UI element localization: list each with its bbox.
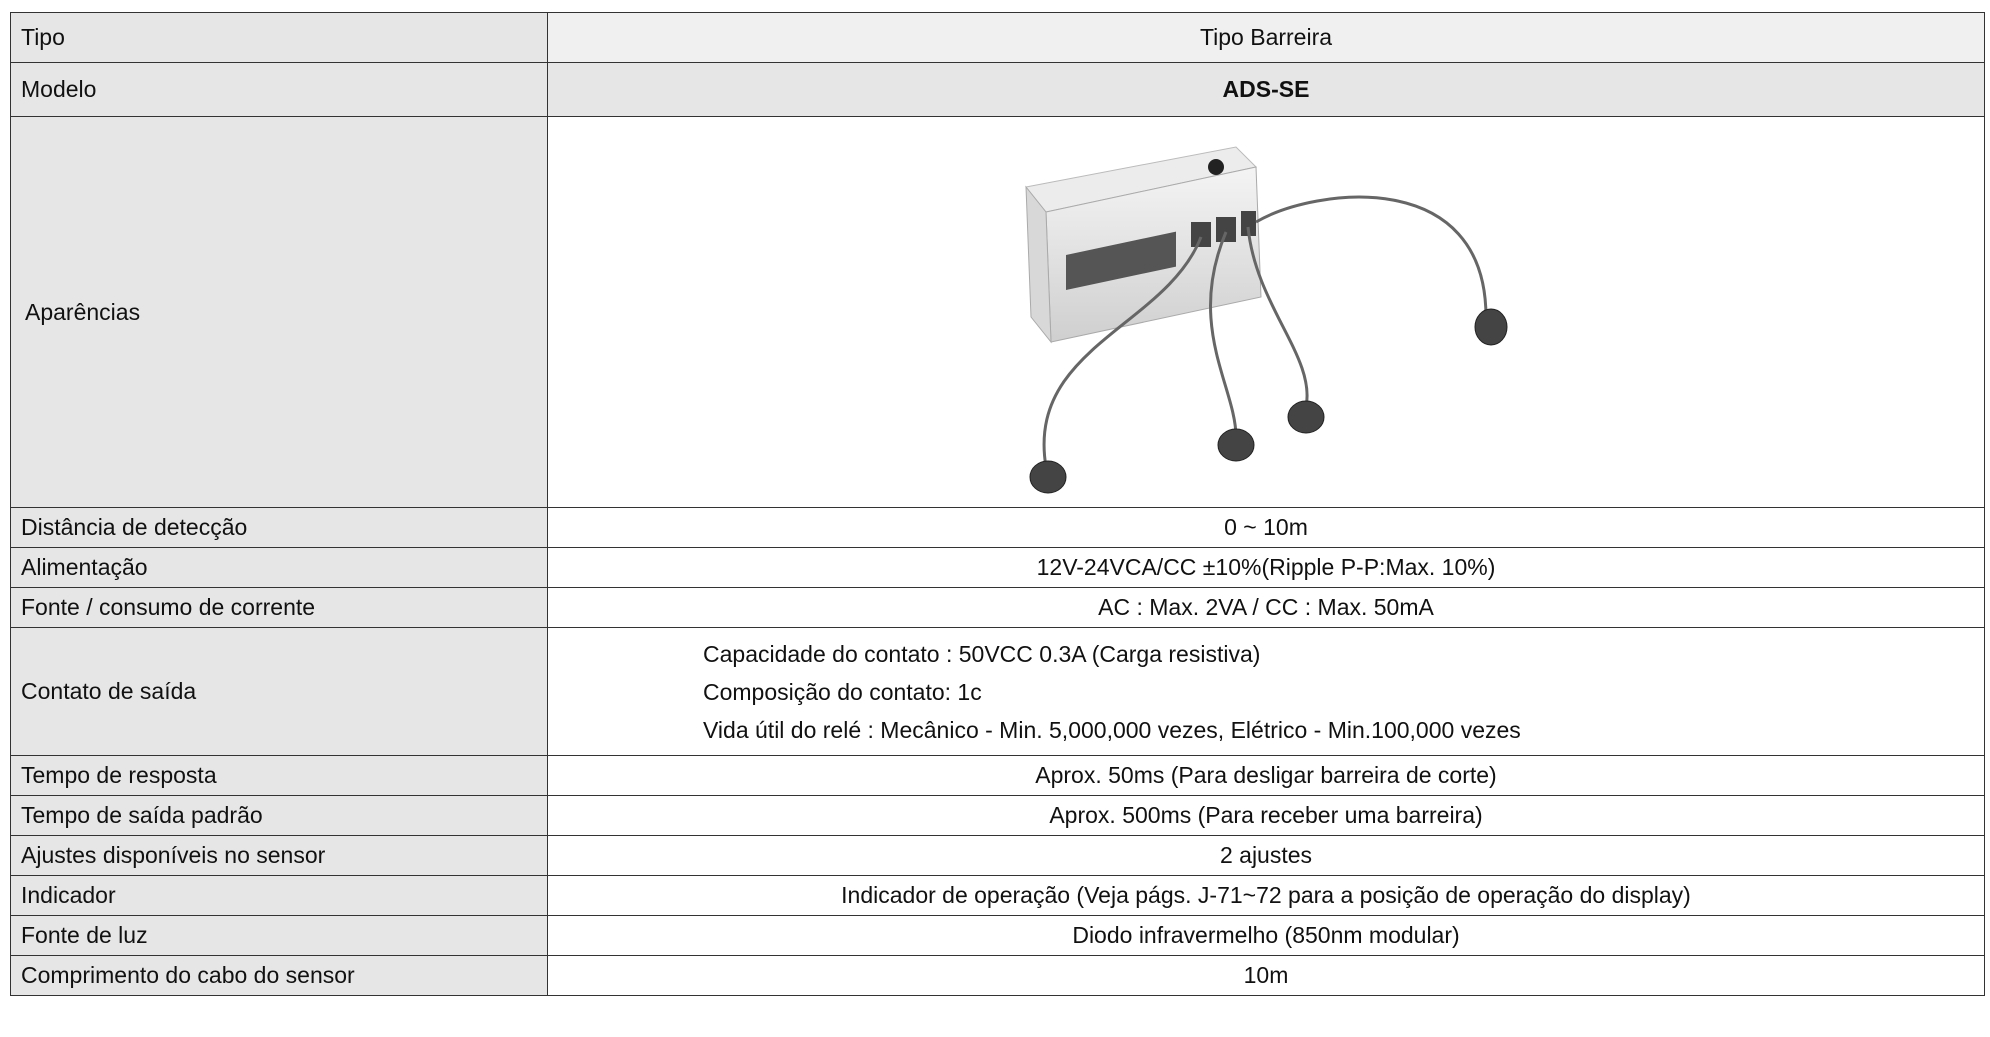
- value-line: Capacidade do contato : 50VCC 0.3A (Carg…: [703, 640, 1261, 667]
- table-row: Aparências: [10, 116, 1985, 508]
- row-value: Indicador de operação (Veja págs. J-71~7…: [547, 875, 1985, 916]
- row-label: Tempo de resposta: [10, 755, 548, 796]
- table-row: Alimentação 12V-24VCA/CC ±10%(Ripple P-P:…: [10, 547, 1985, 588]
- row-value: Tipo Barreira: [547, 12, 1985, 63]
- table-row: Distância de detecção 0 ~ 10m: [10, 507, 1985, 548]
- row-label: Indicador: [10, 875, 548, 916]
- table-row: Indicador Indicador de operação (Veja pág…: [10, 875, 1985, 916]
- table-row: Tipo Tipo Barreira: [10, 12, 1985, 63]
- row-value: 10m: [547, 955, 1985, 996]
- row-label: Fonte de luz: [10, 915, 548, 956]
- row-value: 2 ajustes: [547, 835, 1985, 876]
- table-row: Fonte / consumo de corrente AC : Max. 2VA…: [10, 587, 1985, 628]
- row-value: Aprox. 500ms (Para receber uma barreira): [547, 795, 1985, 836]
- row-value: Aprox. 50ms (Para desligar barreira de c…: [547, 755, 1985, 796]
- row-value: ADS-SE: [547, 62, 1985, 117]
- row-label: Aparências: [10, 116, 548, 508]
- table-row: Tempo de saída padrão Aprox. 500ms (Para …: [10, 795, 1985, 836]
- value-line: Vida útil do relé : Mecânico - Min. 5,00…: [703, 716, 1521, 743]
- table-row: Contato de saída Capacidade do contato : …: [10, 627, 1985, 756]
- row-label: Fonte / consumo de corrente: [10, 587, 548, 628]
- table-row: Comprimento do cabo do sensor 10m: [10, 955, 1985, 996]
- row-value: 0 ~ 10m: [547, 507, 1985, 548]
- row-value: AC : Max. 2VA / CC : Max. 50mA: [547, 587, 1985, 628]
- row-label: Tempo de saída padrão: [10, 795, 548, 836]
- row-label: Tipo: [10, 12, 548, 63]
- product-photo: [1025, 146, 1508, 494]
- table-body: Tipo Tipo Barreira Modelo ADS-SE Aparências …: [10, 12, 1985, 996]
- row-value: Capacidade do contato : 50VCC 0.3A (Carg…: [547, 627, 1985, 756]
- row-label: Ajustes disponíveis no sensor: [10, 835, 548, 876]
- row-label: Distância de detecção: [10, 507, 548, 548]
- value-line: Composição do contato: 1c: [703, 678, 982, 705]
- row-value: [547, 116, 1985, 508]
- table-row: Ajustes disponíveis no sensor 2 ajustes: [10, 835, 1985, 876]
- row-label: Contato de saída: [10, 627, 548, 756]
- row-label: Alimentação: [10, 547, 548, 588]
- spec-table: Tipo Tipo Barreira Modelo ADS-SE Aparências …: [10, 12, 1985, 996]
- row-label: Comprimento do cabo do sensor: [10, 955, 548, 996]
- row-value: 12V-24VCA/CC ±10%(Ripple P-P:Max. 10%): [547, 547, 1985, 588]
- row-label: Modelo: [10, 62, 548, 117]
- table-row: Fonte de luz Diodo infravermelho (850nm m…: [10, 915, 1985, 956]
- table-row: Tempo de resposta Aprox. 50ms (Para desli…: [10, 755, 1985, 796]
- row-value: Diodo infravermelho (850nm modular): [547, 915, 1985, 956]
- table-row: Modelo ADS-SE: [10, 62, 1985, 117]
